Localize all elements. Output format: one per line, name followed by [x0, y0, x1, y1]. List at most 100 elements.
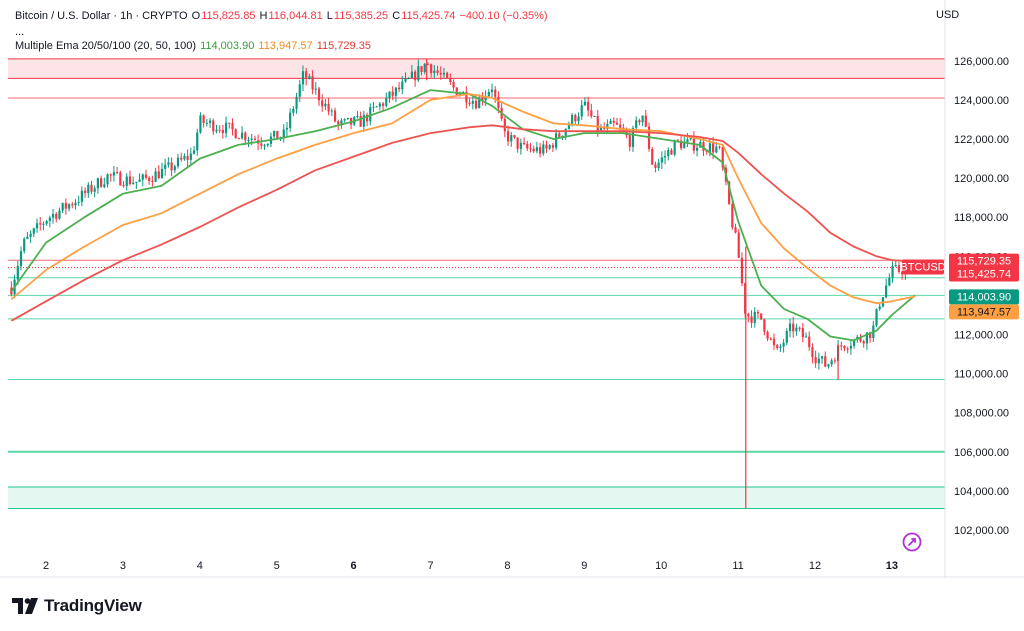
candle-body: [167, 162, 170, 165]
candle-body: [545, 144, 548, 149]
candle-body: [587, 101, 590, 111]
candle-body: [654, 164, 657, 168]
candle-body: [840, 345, 843, 347]
y-tick-label: 118,000.00: [954, 212, 1008, 224]
candle-body: [561, 135, 564, 137]
currency-selector[interactable]: USD: [936, 9, 960, 21]
candle-body: [638, 120, 641, 123]
candle-body: [26, 236, 29, 239]
candle-body: [769, 338, 772, 340]
symbol-legend: Bitcoin / U.S. Dollar · 1h · CRYPTO O115…: [15, 10, 549, 22]
candle-body: [571, 115, 574, 125]
price-tag-bg-0: [949, 253, 1019, 269]
candle-body: [240, 132, 244, 139]
candle-body: [19, 251, 23, 267]
candle-body: [346, 117, 349, 120]
price-tag-0: 115,729.35: [957, 256, 1011, 268]
candle-body: [558, 133, 561, 137]
candle-body: [273, 130, 276, 137]
candle-body: [750, 316, 753, 323]
level-zone-8: [8, 486, 945, 509]
symbol-title[interactable]: Bitcoin / U.S. Dollar · 1h · CRYPTO: [15, 10, 188, 22]
candle-body: [804, 336, 808, 338]
tradingview-logo[interactable]: TradingView: [12, 596, 142, 616]
candle-body: [404, 78, 407, 82]
candle-body: [673, 140, 676, 155]
candle-body: [186, 156, 189, 160]
candle-body: [712, 143, 715, 153]
candle-body: [51, 213, 55, 218]
candle-body: [385, 98, 388, 106]
candle-body: [529, 148, 532, 150]
candle-body: [798, 327, 801, 329]
candle-body: [737, 232, 740, 258]
candle-body: [192, 150, 196, 154]
candle-body: [148, 177, 151, 181]
candle-body: [827, 364, 830, 367]
candle-body: [667, 150, 670, 157]
candle-body: [39, 223, 42, 225]
candle-body: [356, 115, 359, 118]
candle-body: [891, 266, 894, 278]
candle-body: [250, 138, 253, 140]
candle-body: [635, 120, 638, 128]
candle-body: [683, 141, 686, 149]
candle-body: [526, 143, 529, 149]
candle-body: [641, 115, 644, 123]
low-label: L: [326, 10, 333, 22]
candle-body: [740, 257, 744, 284]
candle-body: [814, 357, 817, 364]
candle-body: [109, 174, 112, 176]
candle-body: [481, 97, 484, 101]
candle-body: [189, 153, 192, 160]
x-tick-label: 12: [809, 560, 821, 572]
candle-body: [846, 348, 849, 350]
x-tick-label: 8: [504, 560, 510, 572]
candle-body: [651, 148, 654, 165]
replay-icon[interactable]: [902, 532, 922, 552]
y-tick-label: 112,000.00: [954, 330, 1008, 342]
candle-body: [679, 140, 683, 149]
ema-indicator-name[interactable]: Multiple Ema 20/50/100 (20, 50, 100): [15, 40, 197, 52]
level-zone-0: [8, 58, 945, 79]
price-tag-4: 113,947.57: [957, 306, 1011, 318]
candle-body: [538, 147, 542, 154]
high-value: 116,044.81: [268, 10, 323, 22]
candle-body: [202, 115, 205, 124]
close-value: 115,425.74: [401, 10, 456, 22]
candle-body: [401, 81, 404, 90]
candle-body: [548, 145, 551, 149]
price-tag-bg-3: [949, 289, 1019, 305]
candle-body: [455, 87, 458, 96]
candle-body: [103, 184, 106, 187]
candle-body: [484, 96, 487, 101]
candle-body: [365, 114, 369, 122]
candle-body: [436, 70, 439, 73]
candle-body: [763, 319, 766, 332]
open-value: 115,825.85: [201, 10, 256, 22]
candle-body: [471, 100, 474, 104]
candle-body: [705, 150, 708, 152]
candle-body: [218, 129, 221, 131]
candle-body: [119, 172, 122, 186]
candle-body: [199, 115, 202, 133]
candle-body: [631, 127, 635, 147]
levels-layer: [8, 58, 945, 509]
candle-body: [766, 331, 769, 339]
legend-more[interactable]: ...: [15, 26, 25, 38]
candle-body: [657, 162, 660, 168]
candle-body: [234, 129, 237, 139]
x-tick-label: 11: [732, 560, 743, 572]
candle-body: [372, 106, 375, 108]
candle-body: [141, 174, 144, 180]
candle-body: [715, 146, 718, 153]
candle-body: [381, 103, 385, 106]
price-tag-bg-2: [949, 266, 1019, 282]
y-tick-label: 108,000.00: [954, 408, 1009, 420]
candle-body: [292, 108, 295, 113]
candle-body: [112, 172, 116, 176]
tradingview-wordmark: TradingView: [44, 596, 142, 615]
candle-body: [660, 157, 663, 163]
candle-body: [734, 227, 737, 233]
